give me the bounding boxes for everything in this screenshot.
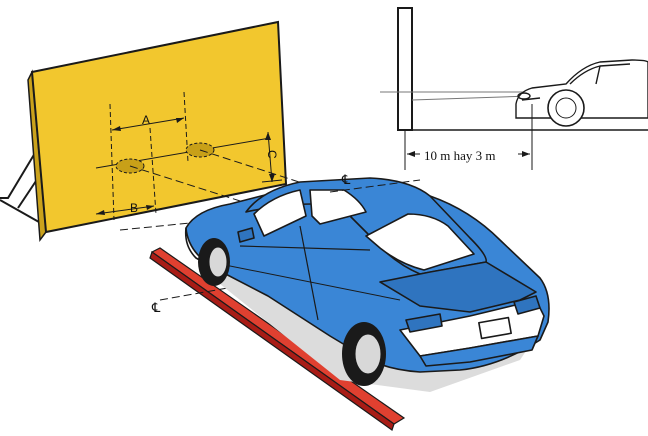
center-guide-line [119,221,201,231]
centerline-ground-label: ℄ [151,300,161,315]
car-beltline [239,245,371,251]
dim-b-line [95,205,155,215]
car [184,177,550,392]
inset-dim-arrow-left [407,151,415,157]
car-trunk [379,261,537,313]
screen-face [30,20,288,234]
car-door-line [299,225,319,321]
aiming-screen [0,20,288,243]
car-front-window [253,189,307,237]
car-bumper-lower [419,335,539,367]
car-license-plate [478,316,512,340]
inset-wall [397,7,413,131]
inset-beam-line [411,95,531,101]
center-vertical-line [149,127,157,215]
car-front-edge [184,227,215,269]
car-body-crease [209,261,401,301]
inset-front-wheel [547,89,585,127]
side-view-inset: 10 m hay 3 m [380,7,648,170]
centerline-car-label: ℄ [341,172,351,187]
car-front-wheel [198,238,230,286]
label-b: B [130,201,138,215]
label-c: C [265,150,279,159]
car-side-mirror [237,227,255,243]
car-rear-wheel [342,322,386,386]
rail-side [149,251,395,431]
car-rear-window-side [309,189,367,225]
dim-a-line [111,117,185,131]
inset-dim-arrow-right [522,151,530,157]
car-taillight-right [513,295,541,315]
car-centerline [329,179,421,193]
dim-c-line [267,131,273,183]
left-vertical-line [109,103,115,221]
car-taillight-left [405,313,443,333]
car-rear-windshield [365,213,475,271]
label-a: A [142,113,150,127]
distance-label: 10 m hay 3 m [424,148,496,163]
